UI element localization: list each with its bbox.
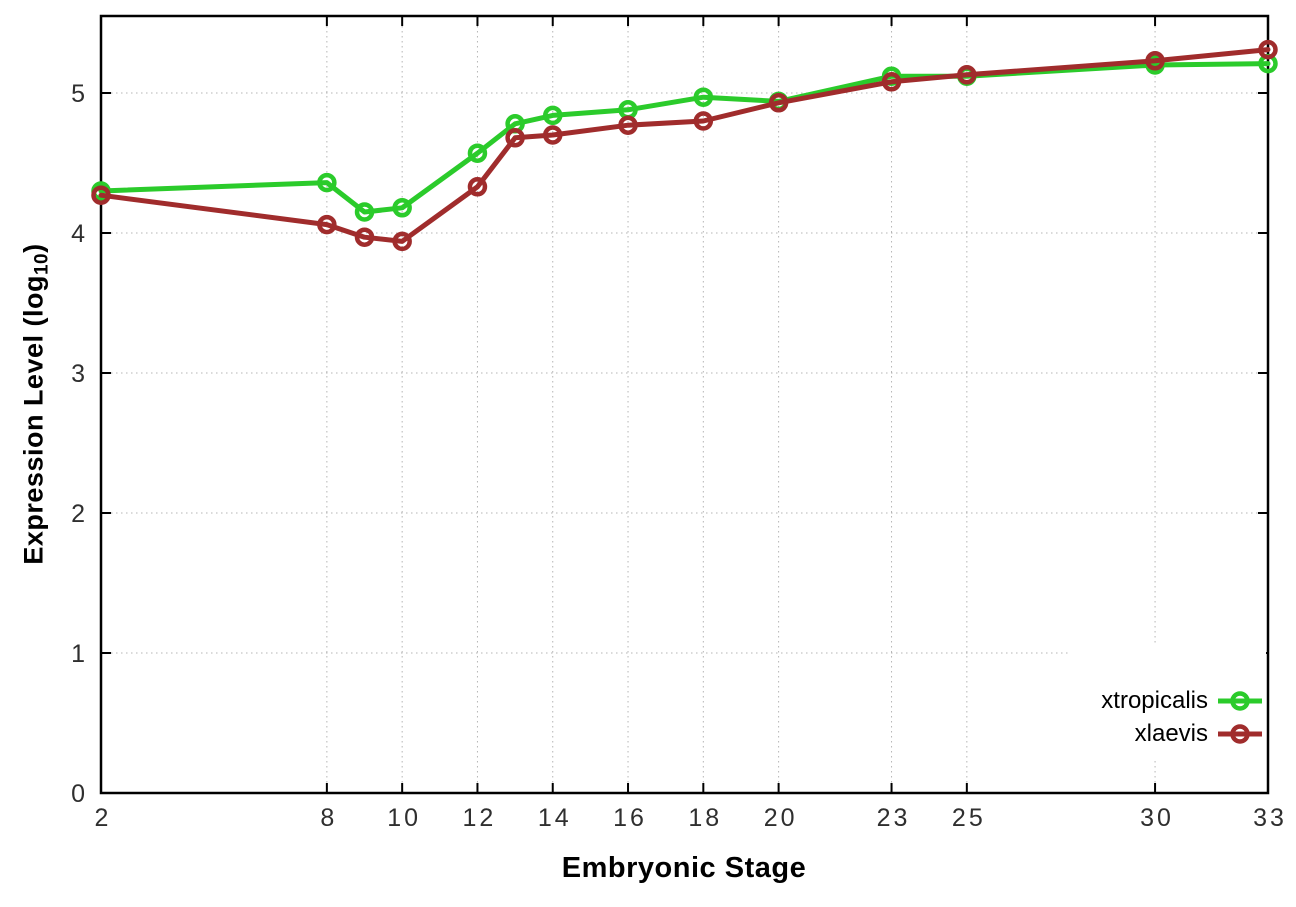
data-point-xtropicalis-stage-14 [542,105,563,126]
x-axis-title: Embryonic Stage [561,852,807,884]
legend-label-xtropicalis: xtropicalis [1101,686,1208,714]
data-point-xtropicalis-stage-18 [693,87,714,107]
legend-item-xlaevis: xlaevis [1068,717,1266,750]
y-tick-label: 1 [71,640,88,668]
x-tick-label: 2 [95,804,112,832]
series-xtropicalis [91,53,1278,222]
x-tick-label: 18 [688,804,722,832]
x-tick-label: 33 [1253,804,1287,832]
data-point-xtropicalis-stage-10 [392,198,412,218]
data-point-xtropicalis-stage-8 [317,172,337,193]
x-tick-label: 25 [952,804,986,832]
data-point-xlaevis-stage-8 [317,214,337,235]
data-point-xlaevis-stage-12 [467,177,488,197]
data-point-xlaevis-stage-16 [618,115,638,135]
data-point-xlaevis-stage-33 [1258,39,1278,60]
y-axis-title-suffix: ) [18,243,49,253]
legend: xtropicalis xlaevis [1068,646,1266,758]
data-point-xlaevis-stage-14 [542,125,563,145]
y-tick-label: 3 [71,360,88,388]
legend-item-xtropicalis: xtropicalis [1068,684,1266,717]
data-point-xlaevis-stage-25 [957,65,977,85]
data-point-xtropicalis-stage-12 [467,143,488,163]
data-point-xlaevis-stage-13 [505,128,525,148]
x-tick-label: 8 [320,804,337,832]
y-axis-title: Expression Level (log10) [18,243,53,565]
x-tick-label: 10 [387,804,421,832]
legend-line-circle-icon-xlaevis [1218,723,1262,744]
data-point-xlaevis-stage-23 [881,72,902,92]
x-tick-label: 30 [1140,804,1174,832]
data-point-xlaevis-stage-2 [91,185,111,205]
data-point-xlaevis-stage-20 [768,93,789,113]
legend-line-circle-icon-xtropicalis [1218,690,1262,711]
series-line-xlaevis [98,47,1271,244]
data-point-xtropicalis-stage-9 [354,202,375,222]
x-tick-label: 20 [764,804,798,832]
x-tick-label: 14 [538,804,572,832]
y-tick-label: 0 [71,780,88,808]
plot-border [99,14,1270,795]
series-line-xtropicalis [98,61,1271,215]
data-point-xlaevis-stage-9 [354,227,375,247]
legend-label-xlaevis: xlaevis [1134,719,1208,747]
y-tick-label: 4 [71,220,88,248]
y-axis-title-text: Expression Level (log [18,275,49,565]
x-tick-label: 12 [463,804,497,832]
series-xlaevis [91,39,1278,252]
y-tick-label: 2 [71,500,88,528]
x-tick-label: 16 [613,804,647,832]
y-axis-title-subscript: 10 [31,252,53,276]
data-point-xlaevis-stage-10 [392,231,412,252]
data-point-xlaevis-stage-18 [693,111,714,131]
x-tick-label: 23 [877,804,911,832]
y-tick-label: 5 [71,80,88,108]
data-point-xlaevis-stage-30 [1145,51,1165,71]
